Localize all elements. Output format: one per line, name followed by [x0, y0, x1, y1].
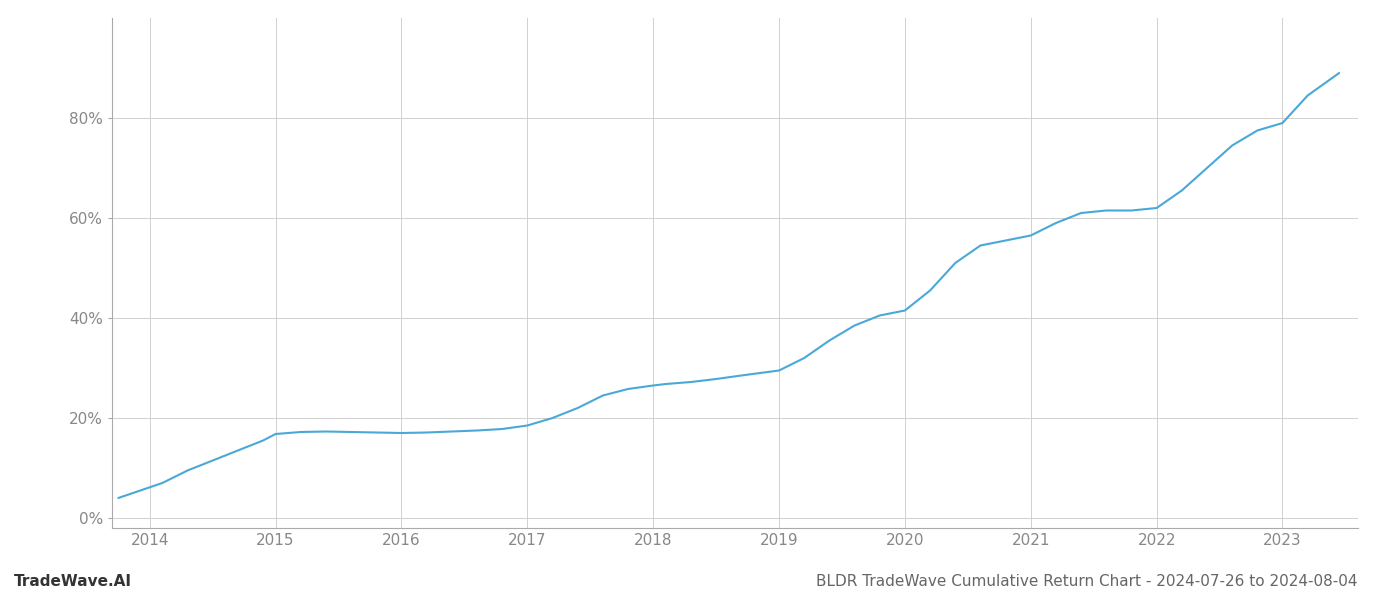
Text: TradeWave.AI: TradeWave.AI — [14, 574, 132, 589]
Text: BLDR TradeWave Cumulative Return Chart - 2024-07-26 to 2024-08-04: BLDR TradeWave Cumulative Return Chart -… — [816, 574, 1358, 589]
